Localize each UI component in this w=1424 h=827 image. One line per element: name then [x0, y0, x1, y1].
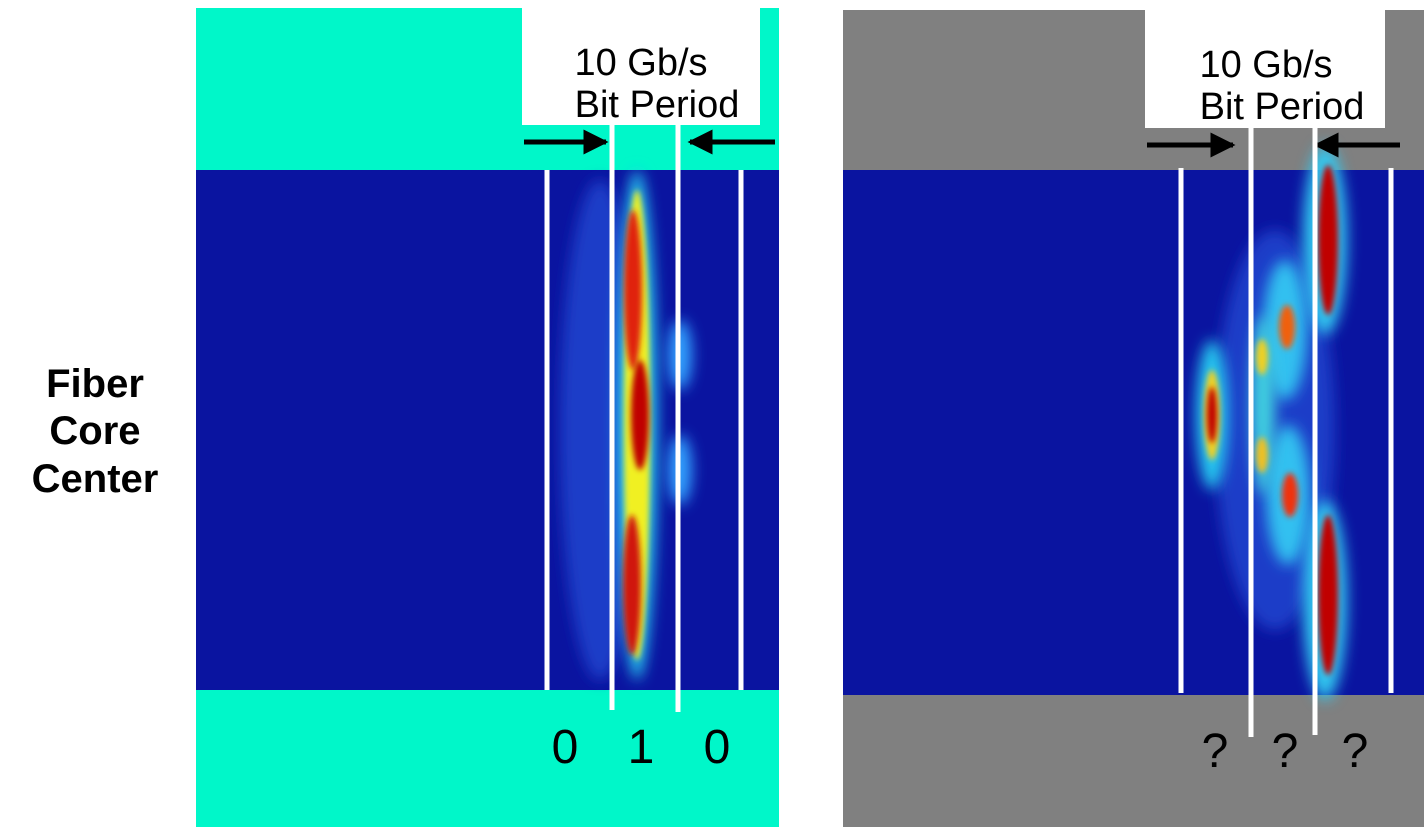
- side-label: Center: [32, 457, 159, 501]
- bit-label: 0: [552, 721, 579, 774]
- panel-left: 10 Gb/s Bit Period 0 1 0: [196, 8, 779, 827]
- bit-label: ?: [1342, 725, 1369, 778]
- side-label: Core: [49, 409, 140, 453]
- heatmap: [1196, 145, 1347, 700]
- heatmap: [560, 170, 692, 680]
- heading: 10 Gb/s: [574, 42, 707, 84]
- panel-right: 10 Gb/s Bit Period ? ? ?: [843, 10, 1424, 827]
- heading: Bit Period: [1200, 86, 1365, 128]
- side-label: Fiber: [46, 362, 144, 406]
- bit-label: ?: [1202, 725, 1229, 778]
- bit-label: 1: [628, 721, 655, 774]
- bit-label: 0: [704, 721, 731, 774]
- heading: Bit Period: [575, 84, 740, 126]
- heading: 10 Gb/s: [1199, 44, 1332, 86]
- bit-label: ?: [1272, 725, 1299, 778]
